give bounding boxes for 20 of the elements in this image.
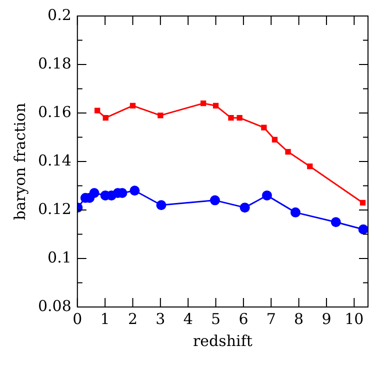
x-tick-label: 2 bbox=[128, 310, 138, 328]
x-tick-label: 7 bbox=[266, 310, 276, 328]
y-tick-label: 0.16 bbox=[38, 102, 72, 121]
y-tick-label: 0.12 bbox=[38, 200, 72, 218]
x-tick-label: 6 bbox=[238, 310, 248, 328]
x-tick-label: 9 bbox=[322, 310, 332, 328]
y-tick-label: 0.14 bbox=[38, 151, 72, 170]
y-axis-title: baryon fraction bbox=[10, 102, 29, 220]
x-tick-label: 0 bbox=[72, 310, 82, 328]
x-axis-title: redshift bbox=[193, 332, 252, 350]
x-tick-label: 3 bbox=[156, 310, 166, 328]
x-tick-label: 5 bbox=[211, 310, 221, 328]
y-tick-label: 0.08 bbox=[38, 296, 72, 315]
x-tick-label: 8 bbox=[294, 310, 304, 328]
y-tick-label: 0.1 bbox=[48, 248, 72, 266]
y-tick-label: 0.18 bbox=[38, 54, 72, 72]
x-tick-label: 1 bbox=[100, 310, 110, 328]
x-tick-label: 4 bbox=[183, 310, 193, 328]
y-tick-label: 0.2 bbox=[48, 6, 72, 24]
x-tick-label: 10 bbox=[344, 310, 364, 328]
